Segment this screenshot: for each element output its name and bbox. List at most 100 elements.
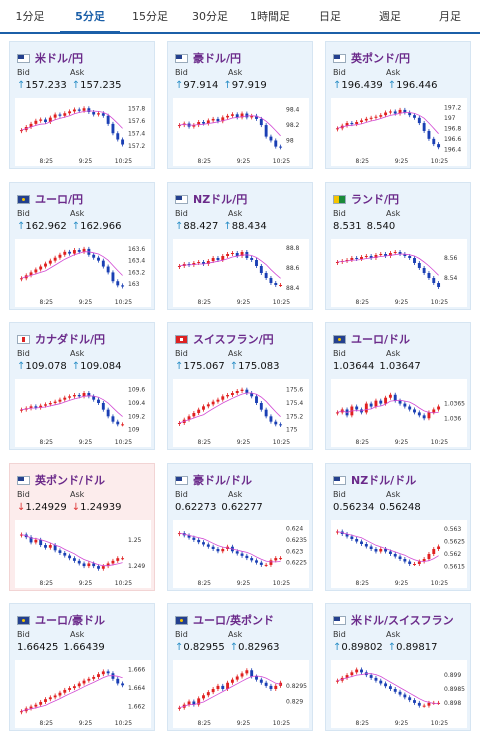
tab-monthly[interactable]: 月足: [439, 10, 461, 23]
candle: [259, 266, 263, 273]
candle: [216, 549, 220, 552]
candle: [427, 273, 431, 278]
candle: [230, 253, 234, 254]
candle: [92, 112, 96, 115]
up-arrow-icon: ↑: [175, 361, 184, 372]
price-chart: 163.6 163.4 163.2 163 8:25 9:25 10:25: [15, 239, 151, 307]
y-tick-label: 1.662: [128, 704, 145, 711]
candle: [379, 680, 383, 684]
ask-label: Ask: [386, 490, 401, 499]
currency-pair-link[interactable]: スイスフラン/円: [193, 333, 274, 346]
rate-card[interactable]: NZドル/ドル Bid Ask 0.56234 0.56248 0.563 0.5625 0.…: [325, 463, 471, 591]
candle: [388, 111, 392, 113]
candle: [398, 109, 402, 114]
currency-pair-link[interactable]: ランド/円: [351, 193, 400, 206]
rate-card[interactable]: ユーロ/豪ドル Bid Ask 1.66425 1.66439 1.666 1.664 1.6…: [9, 603, 155, 731]
candle: [355, 669, 359, 673]
ask-label: Ask: [228, 209, 243, 218]
y-tick-label: 109.2: [128, 413, 145, 420]
candle: [432, 138, 436, 145]
currency-pair-link[interactable]: 豪ドル/円: [193, 52, 242, 65]
ask-value: ↑109.084: [71, 361, 122, 372]
candle: [269, 416, 273, 422]
bid-value: ↑97.914: [175, 80, 219, 91]
y-tick-label: 109: [128, 427, 140, 434]
bid-value: ↑109.078: [17, 361, 67, 372]
candle: [48, 697, 52, 700]
candlestick-chart: 1.666 1.664 1.662 8:25 9:25 10:25: [19, 667, 145, 727]
rate-card[interactable]: 豪ドル/ドル Bid Ask 0.62273 0.62277 0.624 0.6235 0.6…: [167, 463, 313, 591]
rate-card[interactable]: NZドル/円 Bid Ask ↑88.427 ↑88.434 88.8 88.6 88.4 8:…: [167, 182, 313, 310]
rate-card[interactable]: ユーロ/円 Bid Ask ↑162.962 ↑162.966 163.6 163.4 163…: [9, 182, 155, 310]
tab-15min[interactable]: 15分足: [132, 10, 168, 23]
candle: [206, 261, 210, 264]
candle: [393, 111, 397, 114]
candle: [355, 539, 359, 542]
candlestick-chart: 157.8 157.6 157.4 157.2 8:25 9:25 10:25: [19, 105, 145, 165]
rate-card[interactable]: スイスフラン/円 Bid Ask ↑175.067 ↑175.083 175.6 175.4…: [167, 322, 313, 450]
x-tick-label: 10:25: [273, 299, 290, 306]
candle: [408, 256, 412, 258]
candle: [360, 541, 363, 544]
candle: [374, 549, 378, 552]
ask-label: Ask: [228, 490, 243, 499]
candle: [68, 555, 72, 559]
rate-card[interactable]: ユーロ/英ポンド Bid Ask ↑0.82955 ↑0.82963 0.8295 0.82…: [167, 603, 313, 731]
candle: [384, 254, 388, 256]
rate-card[interactable]: 米ドル/円 Bid Ask ↑157.233 ↑157.235 157.8 157.6 157…: [9, 41, 155, 169]
candlestick-chart: 163.6 163.4 163.2 163 8:25 9:25 10:25: [19, 246, 145, 306]
currency-pair-link[interactable]: NZドル/ドル: [351, 474, 417, 487]
rate-card[interactable]: 豪ドル/円 Bid Ask ↑97.914 ↑97.919 98.4 98.2 98 8:25 9…: [167, 41, 313, 169]
rate-card[interactable]: 英ポンド/円 Bid Ask ↑196.439 ↑196.446 197.2 197 196.…: [325, 41, 471, 169]
rate-card[interactable]: ユーロ/ドル Bid Ask 1.03644 1.03647 1.0365 1.036 8:2…: [325, 322, 471, 450]
candle: [44, 119, 47, 122]
currency-pair-link[interactable]: 英ポンド/円: [351, 52, 411, 65]
up-arrow-icon: ↑: [387, 642, 397, 653]
candle: [364, 118, 368, 121]
tab-5min[interactable]: 5分足: [60, 0, 120, 34]
candle: [44, 699, 47, 702]
candle: [63, 113, 67, 116]
currency-pair-link[interactable]: 米ドル/スイスフラン: [351, 614, 454, 627]
candle: [255, 260, 258, 266]
up-arrow-icon: ↑: [175, 221, 184, 232]
tab-1min[interactable]: 1分足: [15, 10, 45, 23]
currency-pair-link[interactable]: ユーロ/英ポンド: [193, 614, 275, 627]
candle: [388, 253, 392, 256]
candle: [197, 409, 201, 413]
tab-30min[interactable]: 30分足: [192, 10, 228, 23]
rate-card[interactable]: 英ポンド/ドル Bid Ask ↓1.24929 ↓1.24939 1.25 1.249 8:…: [9, 463, 155, 591]
candle: [101, 113, 105, 116]
x-tick-label: 9:25: [79, 439, 93, 446]
tab-weekly[interactable]: 週足: [379, 10, 401, 23]
currency-pair-link[interactable]: ユーロ/ドル: [351, 333, 411, 346]
currency-pair-link[interactable]: ユーロ/円: [35, 193, 84, 206]
candle: [264, 125, 268, 137]
candle: [34, 539, 38, 543]
currency-pair-link[interactable]: 米ドル/円: [35, 52, 84, 65]
candle: [427, 412, 431, 419]
x-tick-label: 9:25: [237, 299, 251, 306]
ask-label: Ask: [386, 630, 401, 639]
rate-card[interactable]: 米ドル/スイスフラン Bid Ask ↑0.89802 ↑0.89817 0.899 0.8…: [325, 603, 471, 731]
candle: [437, 546, 441, 549]
tab-daily[interactable]: 日足: [319, 10, 341, 23]
currency-pair-link[interactable]: 豪ドル/ドル: [193, 474, 253, 487]
currency-pair-link[interactable]: 英ポンド/ドル: [35, 474, 106, 487]
candle: [111, 560, 115, 564]
candle: [58, 550, 62, 553]
rate-card[interactable]: ランド/円 Bid Ask 8.531 8.540 8.56 8.54 8:25 9:25 10:…: [325, 182, 471, 310]
x-tick-label: 8:25: [40, 720, 54, 727]
y-tick-label: 175.2: [286, 413, 303, 420]
candle: [264, 409, 268, 417]
currency-pair-link[interactable]: カナダドル/円: [35, 333, 106, 346]
tab-1hour[interactable]: 1時間足: [250, 10, 290, 23]
currency-pair-link[interactable]: NZドル/円: [193, 193, 248, 206]
currency-pair-link[interactable]: ユーロ/豪ドル: [35, 614, 106, 627]
candle: [121, 558, 125, 560]
ask-value: ↑157.235: [71, 80, 122, 91]
candle: [364, 544, 368, 547]
bid-label: Bid: [175, 490, 188, 499]
candle: [211, 546, 215, 549]
rate-card[interactable]: カナダドル/円 Bid Ask ↑109.078 ↑109.084 109.6 109.4 1…: [9, 322, 155, 450]
